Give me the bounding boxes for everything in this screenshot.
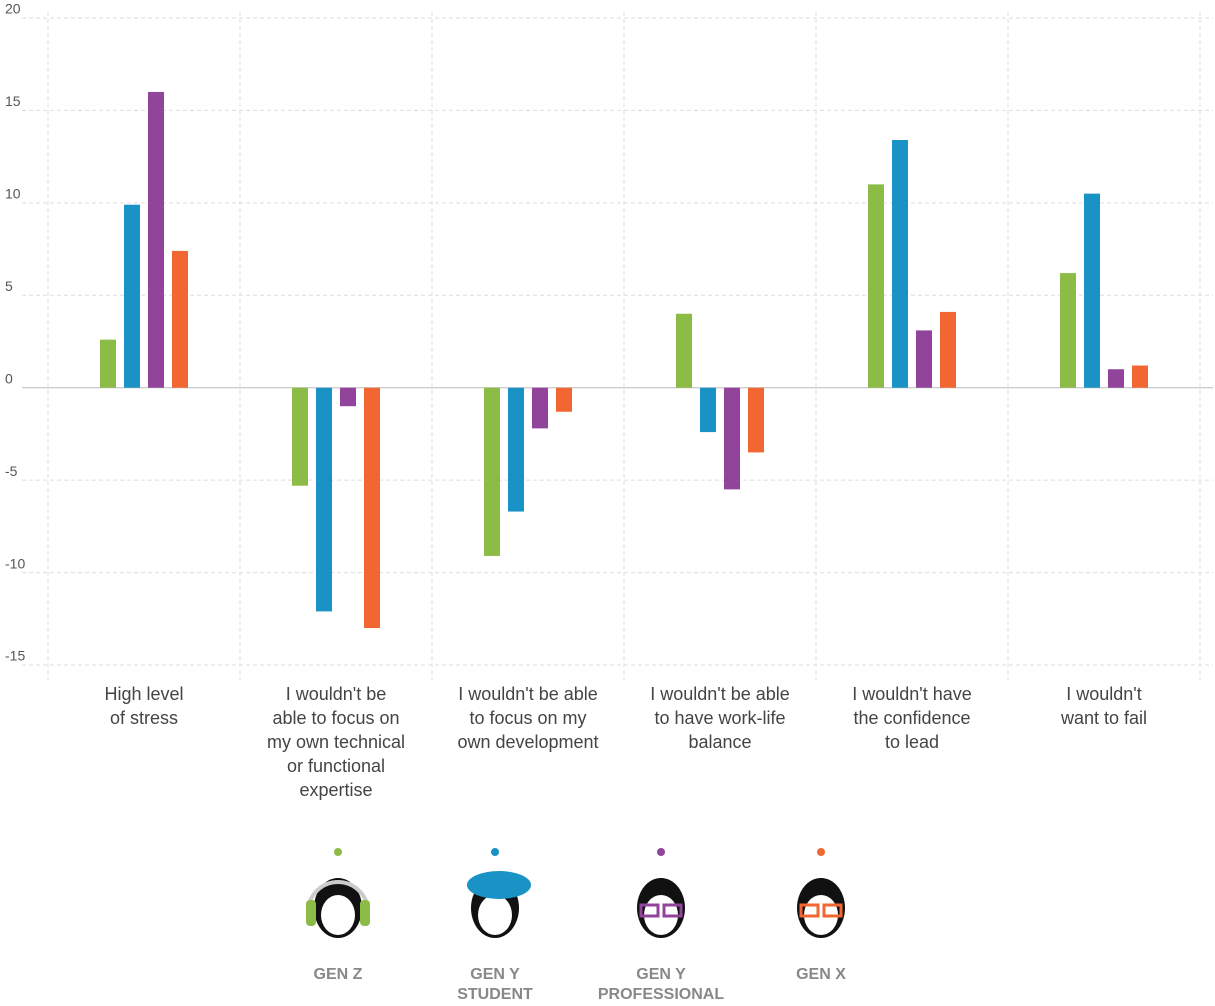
legend-dot xyxy=(657,848,665,856)
legend-label: GEN Y PROFESSIONAL xyxy=(598,966,724,1003)
bar xyxy=(508,387,524,512)
legend-label: GEN Z xyxy=(314,966,363,983)
y-tick-label: -5 xyxy=(5,463,18,479)
bar xyxy=(1084,193,1100,388)
bar xyxy=(1060,273,1076,388)
legend-dot xyxy=(334,848,342,856)
bar xyxy=(100,339,116,388)
y-tick-label: -10 xyxy=(5,555,25,571)
y-tick-label: 15 xyxy=(5,93,21,109)
legend-label: GEN X xyxy=(796,966,846,983)
bar xyxy=(532,387,548,429)
bar xyxy=(292,387,308,486)
bar xyxy=(700,387,716,433)
bar xyxy=(940,311,956,388)
bar xyxy=(172,250,188,388)
glasses xyxy=(639,903,660,918)
x-tick-label: I wouldn't want to fail xyxy=(1060,684,1147,728)
bar xyxy=(316,387,332,612)
legend-item: GEN X xyxy=(796,848,846,983)
y-tick-label: 20 xyxy=(5,1,21,17)
y-tick-label: 10 xyxy=(5,186,21,202)
bar xyxy=(892,140,908,388)
x-tick-label: I wouldn't have the confidence to lead xyxy=(852,684,972,752)
earcup xyxy=(360,900,370,926)
legend-dot xyxy=(817,848,825,856)
headphones xyxy=(306,880,370,913)
bar xyxy=(148,91,164,388)
bar xyxy=(556,387,572,412)
earcup xyxy=(306,900,316,926)
glasses xyxy=(662,903,683,918)
x-tick-label: I wouldn't be able to focus on my own deve… xyxy=(457,684,598,752)
bar xyxy=(340,387,356,407)
bar xyxy=(748,387,764,453)
x-tick-label: I wouldn't be able to have work-life balan… xyxy=(650,684,790,752)
glasses xyxy=(799,903,820,918)
avatar-face xyxy=(321,895,355,935)
x-tick-label: I wouldn't be able to focus on my own tech… xyxy=(267,684,405,800)
bar xyxy=(1132,365,1148,388)
bar xyxy=(364,387,380,629)
glasses xyxy=(822,903,843,918)
avatar-face xyxy=(478,895,512,935)
y-tick-label: 0 xyxy=(5,370,13,386)
legend-item: GEN Z xyxy=(306,848,370,983)
bar xyxy=(868,184,884,388)
x-tick-label: High level of stress xyxy=(104,684,183,728)
bar xyxy=(484,387,500,556)
bar xyxy=(124,204,140,388)
bar xyxy=(916,330,932,388)
beret xyxy=(467,871,531,899)
bar xyxy=(724,387,740,490)
legend-item: GEN Y PROFESSIONAL xyxy=(598,848,724,1003)
y-tick-label: -15 xyxy=(5,648,25,664)
bar xyxy=(676,313,692,388)
y-tick-label: 5 xyxy=(5,278,13,294)
bar xyxy=(1108,369,1124,388)
legend-dot xyxy=(491,848,499,856)
legend-item: GEN Y STUDENT xyxy=(457,848,533,1003)
legend-label: GEN Y STUDENT xyxy=(457,966,533,1003)
